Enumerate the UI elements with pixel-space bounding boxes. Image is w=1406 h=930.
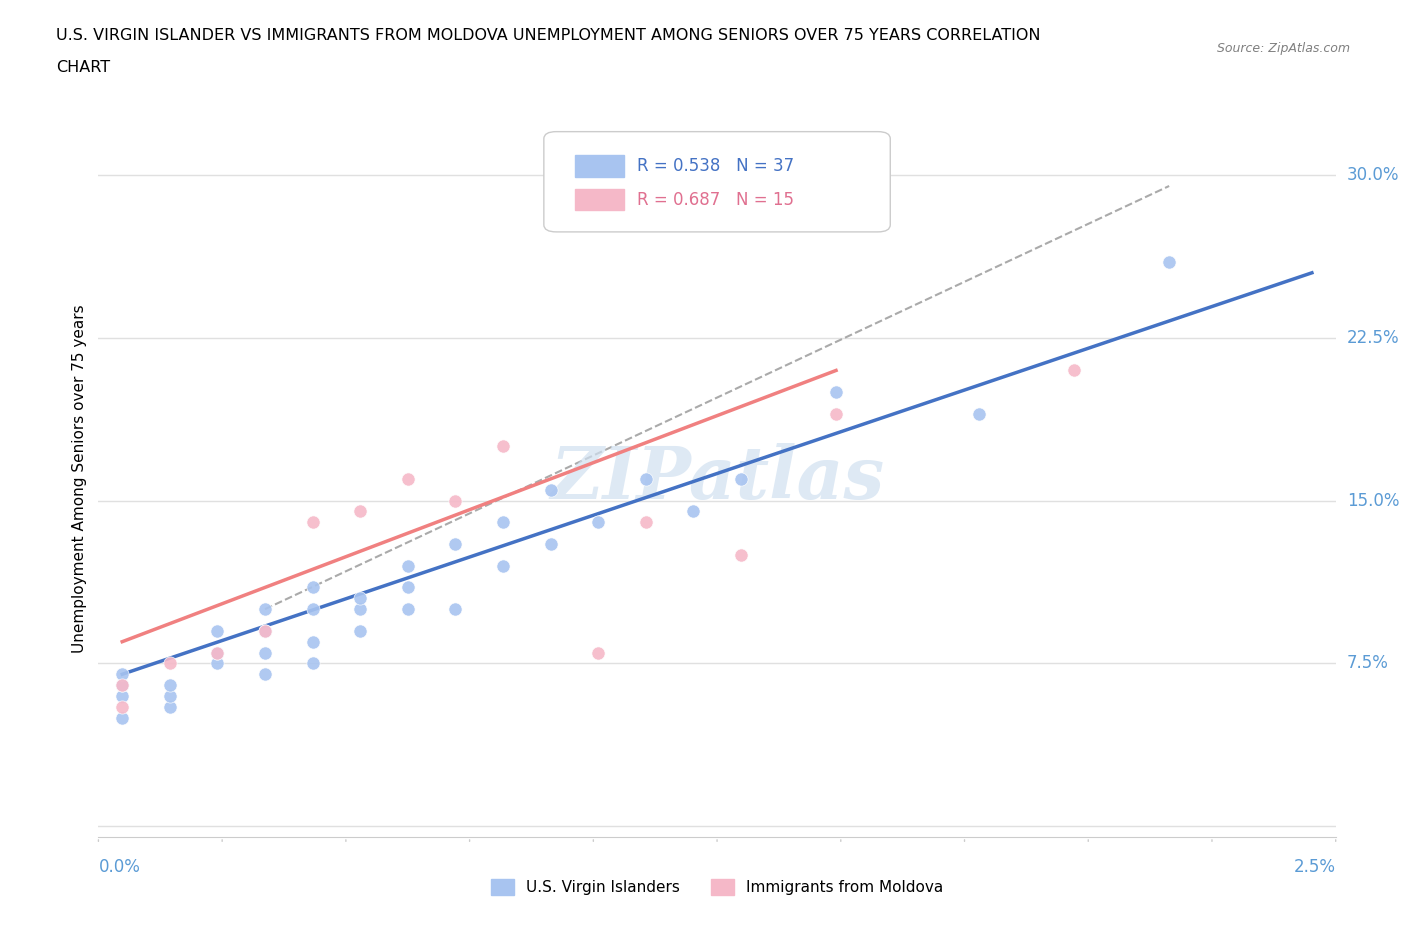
Point — [1159, 255, 1181, 270]
Point — [444, 602, 467, 617]
Bar — [575, 189, 624, 210]
Bar — [575, 155, 624, 177]
Point — [253, 667, 276, 682]
Point — [111, 699, 134, 714]
Point — [111, 678, 134, 693]
Point — [159, 699, 181, 714]
Point — [682, 504, 704, 519]
Point — [349, 623, 371, 638]
Point — [159, 688, 181, 703]
Point — [444, 493, 467, 508]
Point — [492, 515, 515, 530]
Point — [634, 472, 657, 486]
Text: U.S. VIRGIN ISLANDER VS IMMIGRANTS FROM MOLDOVA UNEMPLOYMENT AMONG SENIORS OVER : U.S. VIRGIN ISLANDER VS IMMIGRANTS FROM … — [56, 28, 1040, 43]
Point — [207, 656, 229, 671]
Point — [111, 678, 134, 693]
Point — [111, 667, 134, 682]
Point — [730, 548, 752, 563]
Text: 15.0%: 15.0% — [1347, 492, 1399, 510]
Point — [111, 688, 134, 703]
Text: R = 0.687   N = 15: R = 0.687 N = 15 — [637, 191, 793, 208]
Text: 7.5%: 7.5% — [1347, 655, 1389, 672]
Point — [396, 602, 419, 617]
Text: ZIPatlas: ZIPatlas — [550, 444, 884, 514]
Text: R = 0.538   N = 37: R = 0.538 N = 37 — [637, 157, 794, 175]
Point — [825, 385, 848, 400]
Text: Source: ZipAtlas.com: Source: ZipAtlas.com — [1216, 42, 1350, 55]
Point — [396, 558, 419, 573]
Point — [253, 602, 276, 617]
Point — [492, 558, 515, 573]
Point — [159, 656, 181, 671]
Point — [825, 406, 848, 421]
Point — [253, 623, 276, 638]
Point — [586, 645, 609, 660]
Point — [730, 472, 752, 486]
FancyBboxPatch shape — [544, 132, 890, 232]
Point — [301, 602, 323, 617]
Point — [396, 472, 419, 486]
Point — [159, 678, 181, 693]
Point — [396, 580, 419, 595]
Point — [540, 537, 562, 551]
Point — [349, 591, 371, 605]
Point — [1063, 363, 1085, 378]
Legend: U.S. Virgin Islanders, Immigrants from Moldova: U.S. Virgin Islanders, Immigrants from M… — [485, 872, 949, 901]
Point — [253, 623, 276, 638]
Point — [492, 439, 515, 454]
Point — [586, 515, 609, 530]
Text: CHART: CHART — [56, 60, 110, 75]
Text: 22.5%: 22.5% — [1347, 329, 1399, 347]
Point — [301, 656, 323, 671]
Point — [967, 406, 990, 421]
Point — [207, 645, 229, 660]
Point — [540, 483, 562, 498]
Point — [301, 580, 323, 595]
Point — [111, 711, 134, 725]
Point — [634, 515, 657, 530]
Point — [207, 645, 229, 660]
Point — [349, 504, 371, 519]
Text: 30.0%: 30.0% — [1347, 166, 1399, 184]
Text: 0.0%: 0.0% — [98, 858, 141, 876]
Point — [301, 515, 323, 530]
Point — [301, 634, 323, 649]
Point — [349, 602, 371, 617]
Point — [444, 537, 467, 551]
Y-axis label: Unemployment Among Seniors over 75 years: Unemployment Among Seniors over 75 years — [72, 305, 87, 653]
Point — [207, 623, 229, 638]
Point — [253, 645, 276, 660]
Text: 2.5%: 2.5% — [1294, 858, 1336, 876]
